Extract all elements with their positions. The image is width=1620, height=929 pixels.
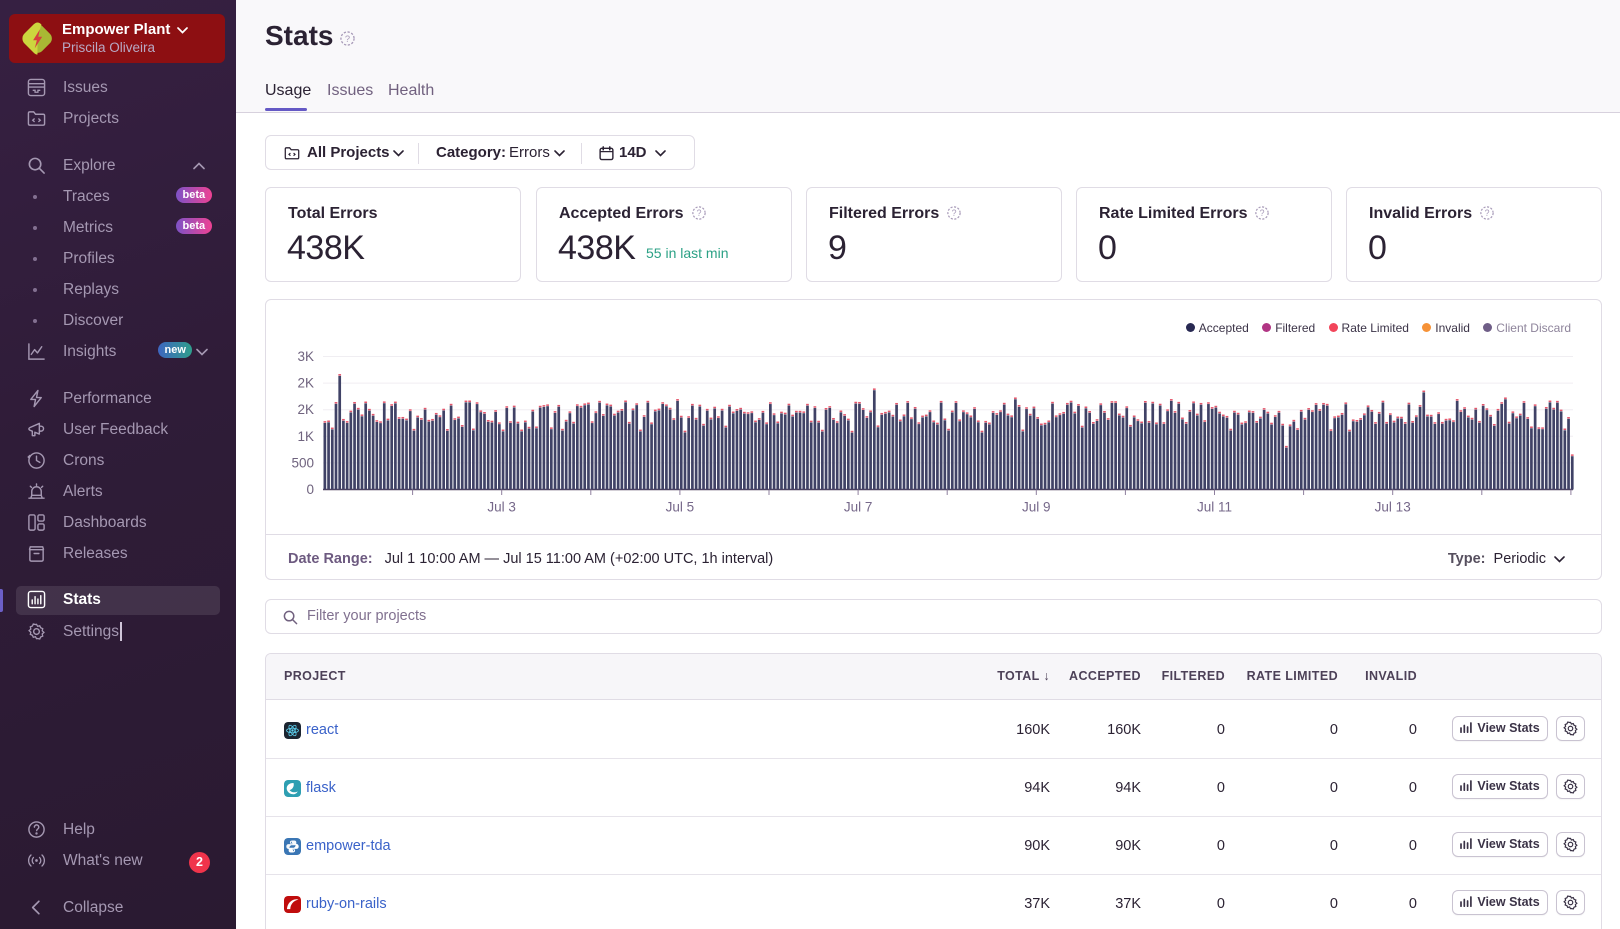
svg-text:?: ? [696, 208, 701, 218]
svg-text:Jul 3: Jul 3 [487, 500, 516, 515]
svg-text:0: 0 [306, 482, 314, 497]
svg-text:?: ? [345, 34, 350, 44]
svg-text:?: ? [1260, 208, 1265, 218]
svg-text:Jul 11: Jul 11 [1197, 500, 1232, 515]
svg-text:Jul 7: Jul 7 [844, 500, 873, 515]
svg-text:3K: 3K [297, 349, 314, 364]
svg-text:Jul 13: Jul 13 [1375, 500, 1411, 515]
svg-text:Jul 9: Jul 9 [1022, 500, 1051, 515]
svg-text:?: ? [952, 208, 957, 218]
svg-text:?: ? [1485, 208, 1490, 218]
svg-text:2K: 2K [297, 402, 314, 417]
svg-text:Jul 5: Jul 5 [666, 500, 695, 515]
svg-text:500: 500 [291, 455, 314, 470]
svg-text:2K: 2K [297, 376, 314, 391]
svg-text:1K: 1K [297, 429, 314, 444]
